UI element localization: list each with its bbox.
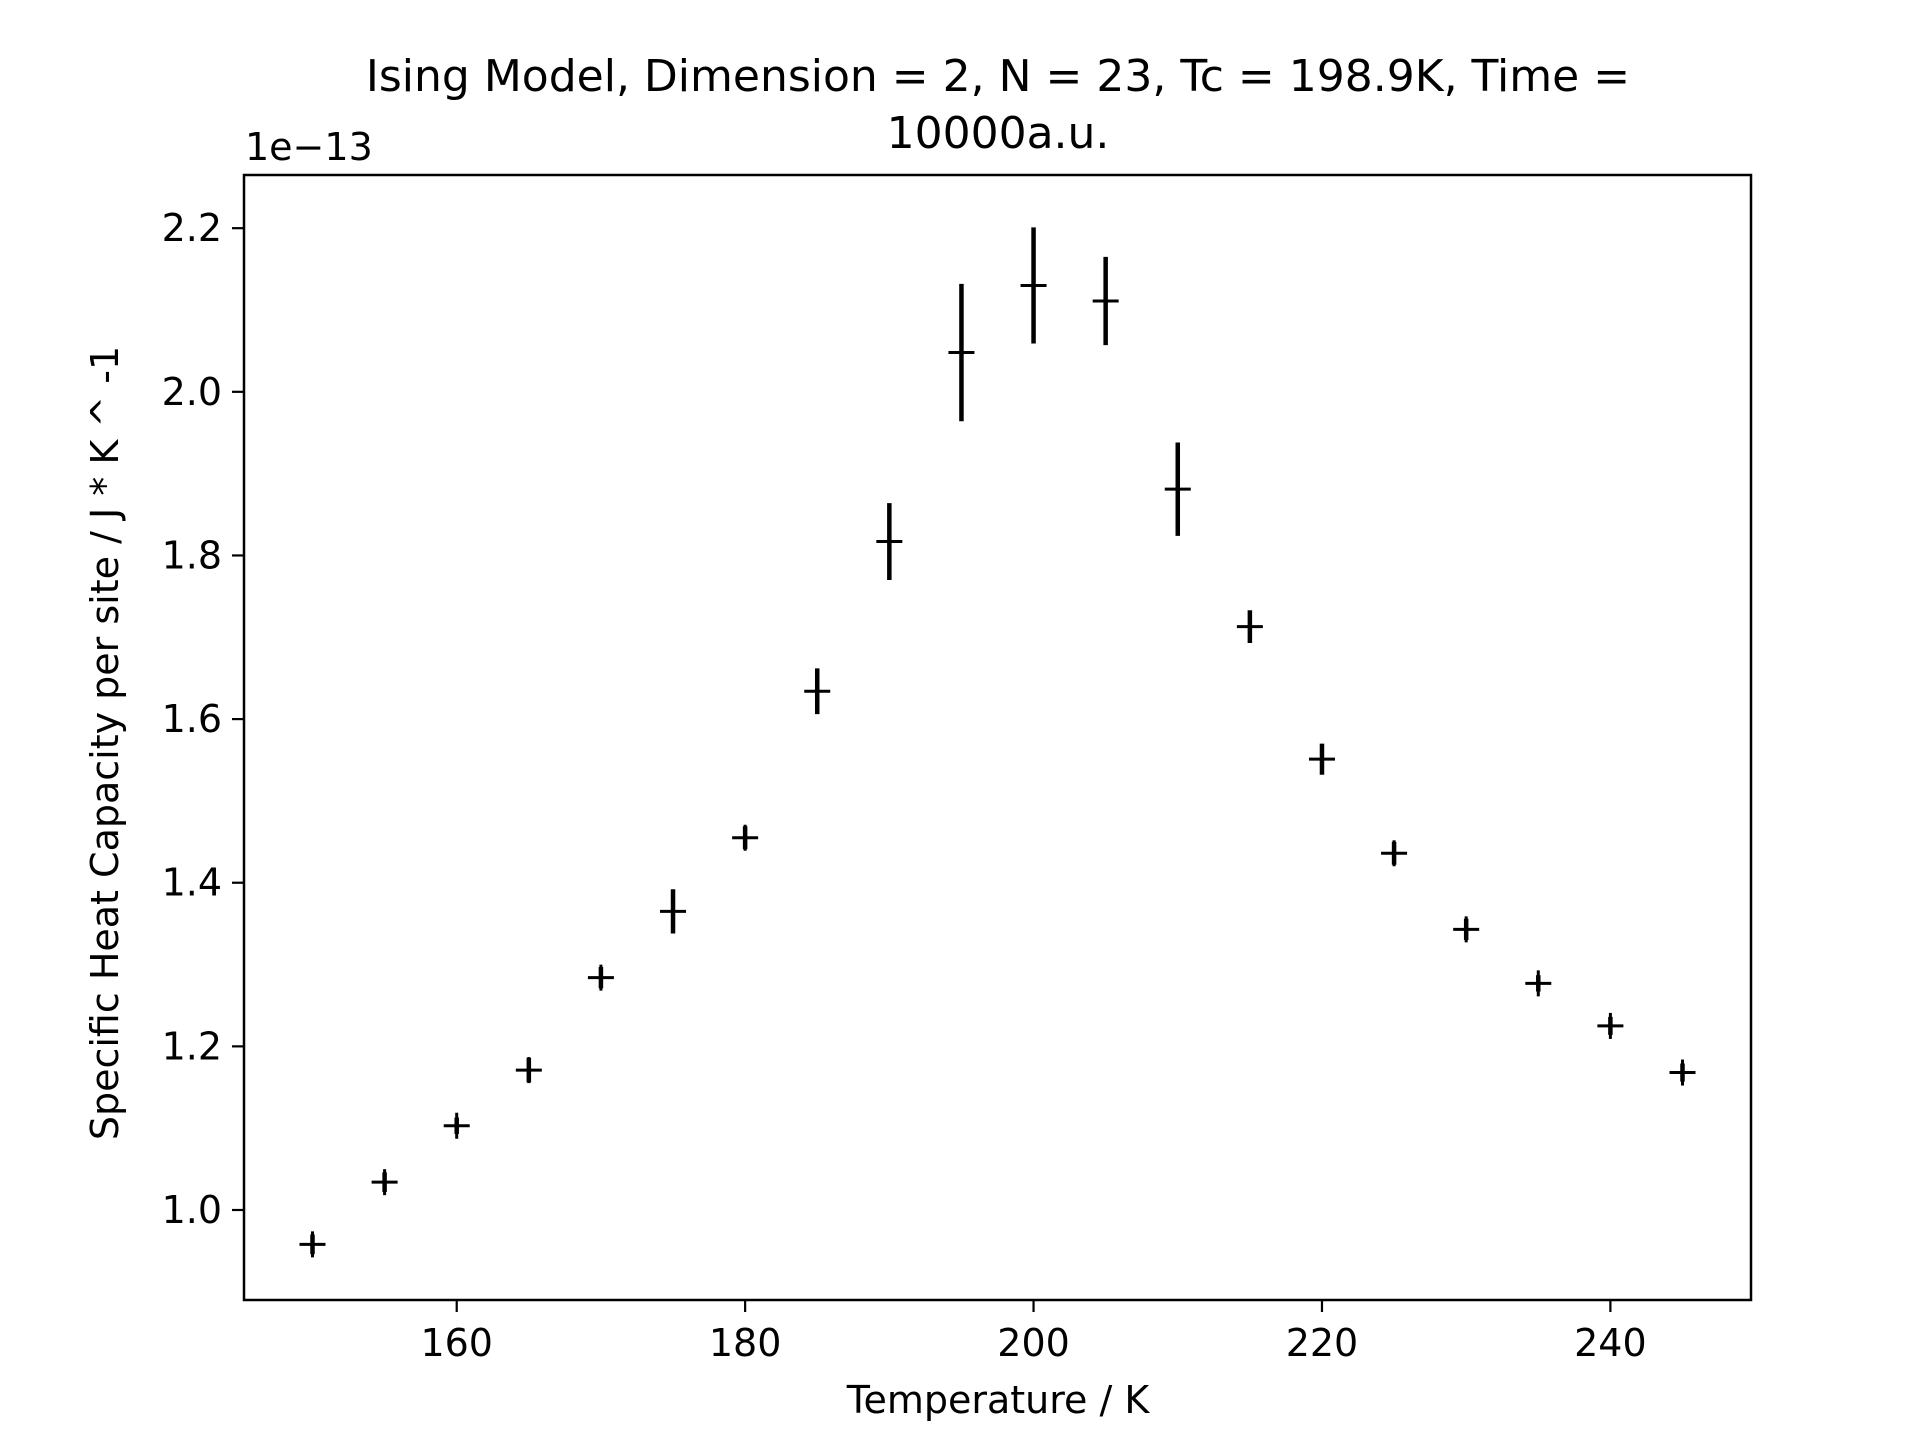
- y-tick-label: 1.4: [162, 861, 222, 905]
- plot-frame: [242, 173, 1753, 1302]
- x-tick-label: 200: [997, 1321, 1070, 1365]
- y-tick-label: 1.8: [162, 533, 222, 577]
- x-tick-label: 160: [420, 1321, 493, 1365]
- x-tick-label: 180: [709, 1321, 782, 1365]
- data-point: [587, 964, 614, 991]
- data-point: [1164, 442, 1191, 536]
- y-tick-label: 2.0: [162, 370, 222, 414]
- y-offset-label: 1e−13: [245, 125, 373, 169]
- chart-title-line2: 10000a.u.: [887, 108, 1110, 159]
- data-point: [948, 283, 975, 422]
- chart-title-line1: Ising Model, Dimension = 2, N = 23, Tc =…: [366, 51, 1630, 102]
- data-point: [1092, 256, 1119, 346]
- data-point: [732, 824, 759, 851]
- axes: 160 180 200 220 240 1.0 1.2 1.4 1.6 1.8 2.0 2.2: [162, 206, 1647, 1365]
- data-point: [1597, 1012, 1624, 1039]
- data-point: [1453, 916, 1480, 943]
- data-point: [371, 1169, 398, 1196]
- data-point: [1236, 610, 1263, 643]
- data-point: [299, 1231, 326, 1258]
- data-points: [299, 227, 1696, 1258]
- data-point: [515, 1057, 542, 1084]
- data-point: [443, 1112, 470, 1139]
- data-point: [804, 668, 831, 715]
- y-tick-label: 1.2: [162, 1024, 222, 1068]
- x-tick-label: 240: [1574, 1321, 1647, 1365]
- y-tick-label: 2.2: [162, 206, 222, 250]
- y-tick-label: 1.6: [162, 697, 222, 741]
- y-tick-label: 1.0: [162, 1188, 222, 1232]
- data-point: [1308, 743, 1335, 775]
- data-point: [660, 889, 687, 934]
- data-point: [1525, 970, 1552, 997]
- data-point: [1669, 1059, 1696, 1086]
- x-axis-label: Temperature / K: [846, 1378, 1151, 1422]
- x-tick-label: 220: [1286, 1321, 1359, 1365]
- y-axis-label: Specific Heat Capacity per site / J * K …: [83, 346, 127, 1140]
- data-point: [876, 503, 903, 580]
- data-point: [1381, 840, 1408, 867]
- data-point: [1020, 227, 1047, 344]
